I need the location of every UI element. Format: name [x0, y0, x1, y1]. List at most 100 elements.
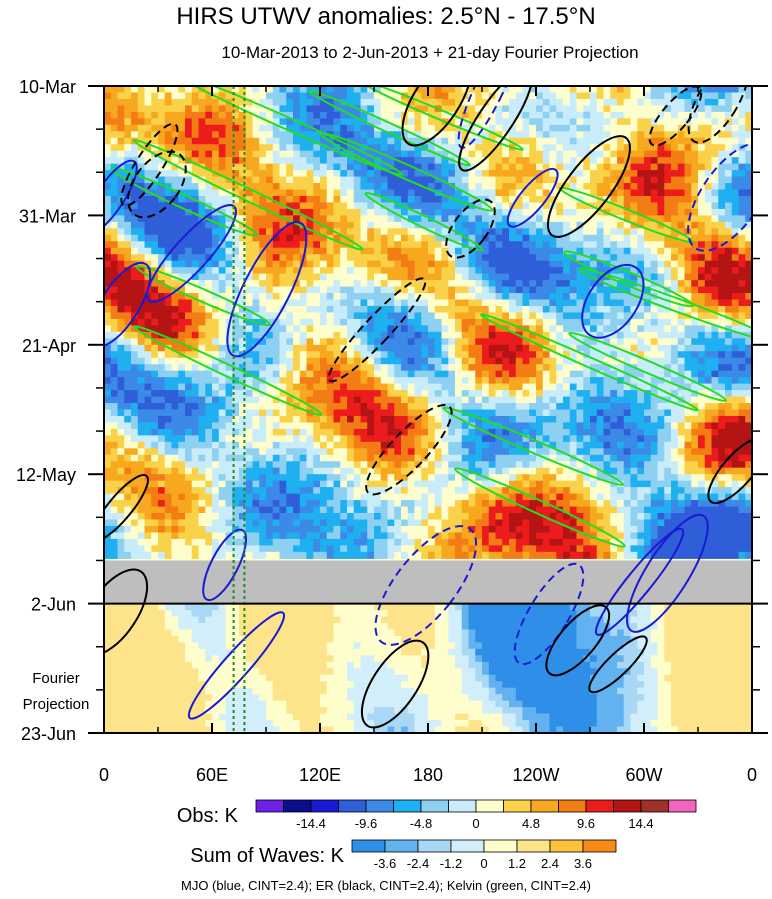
- er-contour: [120, 122, 179, 207]
- mjo-contour: [687, 142, 752, 252]
- kelvin-contour: [360, 86, 524, 151]
- waves-colorbar-tick-label: 1.2: [508, 856, 526, 871]
- obs-colorbar-swatch: [420, 799, 449, 813]
- er-contour: [445, 198, 496, 259]
- er-contour: [327, 277, 427, 383]
- kelvin-contour: [453, 467, 626, 548]
- mjo-contour: [187, 611, 286, 720]
- waves-colorbar-swatch: [384, 839, 419, 853]
- y-tick-label: 31-Mar: [19, 206, 76, 226]
- waves-colorbar-swatch: [351, 839, 386, 853]
- kelvin-contour: [479, 313, 699, 412]
- obs-colorbar-swatch: [613, 799, 642, 813]
- obs-colorbar-tick-label: 0: [472, 816, 479, 831]
- x-tick-label: 60W: [625, 765, 662, 785]
- er-contour: [546, 135, 631, 238]
- chart-subtitle: 10-Mar-2013 to 2-Jun-2013 + 21-day Fouri…: [221, 43, 638, 62]
- mjo-contour: [226, 221, 308, 358]
- obs-colorbar-swatch: [668, 799, 697, 813]
- y-tick-label: 21-Apr: [22, 336, 76, 356]
- kelvin-contour: [563, 250, 694, 308]
- waves-colorbar-swatch: [516, 839, 551, 853]
- waves-colorbar-swatch: [483, 839, 518, 853]
- y-tick-label: 2-Jun: [31, 595, 76, 615]
- kelvin-contour: [364, 191, 484, 252]
- obs-colorbar-swatch: [365, 799, 394, 813]
- obs-colorbar-swatch: [558, 799, 587, 813]
- kelvin-contour: [133, 325, 323, 416]
- waves-colorbar-label: Sum of Waves: K: [190, 845, 344, 867]
- obs-colorbar-tick-label: 4.8: [522, 816, 540, 831]
- x-tick-label: 60E: [196, 765, 228, 785]
- obs-colorbar-tick-label: 9.6: [577, 816, 595, 831]
- obs-colorbar-swatch: [640, 799, 669, 813]
- kelvin-contour: [135, 265, 271, 327]
- waves-colorbar-tick-label: -3.6: [374, 856, 396, 871]
- obs-colorbar-swatch: [283, 799, 312, 813]
- mjo-contour: [626, 513, 709, 633]
- obs-colorbar-tick-label: -14.4: [296, 816, 326, 831]
- er-contour: [104, 568, 149, 657]
- er-contour: [401, 86, 472, 147]
- kelvin-contour: [133, 139, 364, 251]
- waves-colorbar-swatch: [450, 839, 485, 853]
- x-tick-label: 120E: [299, 765, 341, 785]
- kelvin-contour: [578, 267, 752, 343]
- waves-colorbar-swatch: [549, 839, 584, 853]
- x-tick-label: 0: [99, 765, 109, 785]
- er-contour: [545, 604, 611, 677]
- er-contour: [588, 635, 648, 694]
- obs-colorbar-swatch: [475, 799, 504, 813]
- plot-axes: 0 60E 120E 180 120W 60W 0 10-Mar 31-Mar 21-Apr 12-…: [16, 77, 768, 785]
- kelvin-contour: [308, 89, 471, 167]
- colorbars: -14.4 -9.6 -4.8 0 4.8 9.6 14.4 Obs: K -3.6 -2.4 -1…: [177, 799, 697, 871]
- waves-colorbar-tick-label: -1.2: [440, 856, 462, 871]
- obs-colorbar-swatch: [585, 799, 614, 813]
- x-tick-label: 180: [413, 765, 443, 785]
- obs-colorbar-swatch: [310, 799, 339, 813]
- kelvin-contour: [442, 406, 625, 487]
- waves-colorbar-tick-label: 3.6: [574, 856, 592, 871]
- waves-colorbar-swatch: [582, 839, 617, 853]
- mjo-contour: [594, 527, 685, 636]
- mjo-contour: [506, 167, 559, 228]
- projection-label: Fourier: [32, 670, 80, 687]
- obs-colorbar-swatch: [448, 799, 477, 813]
- y-tick-label: 23-Jun: [21, 724, 76, 744]
- mjo-contour: [513, 562, 585, 666]
- kelvin-contour: [319, 132, 494, 212]
- waves-colorbar-tick-label: 2.4: [541, 856, 559, 871]
- y-tick-label: 12-May: [16, 465, 76, 485]
- mjo-contour: [104, 159, 138, 236]
- obs-colorbar-tick-label: 14.4: [628, 816, 653, 831]
- er-contour: [687, 86, 750, 144]
- er-contour: [127, 150, 187, 219]
- y-tick-label: 10-Mar: [19, 77, 76, 97]
- waves-colorbar-swatch: [417, 839, 452, 853]
- obs-colorbar-swatch: [503, 799, 532, 813]
- wave-contours: [104, 86, 752, 733]
- obs-colorbar-label: Obs: K: [177, 805, 239, 827]
- er-contour: [707, 436, 752, 505]
- er-contour: [104, 473, 149, 542]
- waves-colorbar-tick-label: 0: [480, 856, 487, 871]
- obs-colorbar-swatch: [393, 799, 422, 813]
- projection-label: Projection: [23, 696, 90, 713]
- er-contour: [458, 86, 534, 172]
- kelvin-contour: [568, 331, 728, 402]
- kelvin-contour: [558, 186, 694, 244]
- obs-colorbar-swatch: [255, 799, 284, 813]
- waves-colorbar-tick-label: -2.4: [407, 856, 429, 871]
- obs-colorbar-tick-label: -4.8: [410, 816, 432, 831]
- obs-colorbar-swatch: [338, 799, 367, 813]
- mjo-contour: [202, 528, 248, 602]
- mjo-contour: [581, 263, 645, 339]
- obs-colorbar-tick-label: -9.6: [355, 816, 377, 831]
- obs-colorbar-swatch: [530, 799, 559, 813]
- x-tick-label: 120W: [512, 765, 559, 785]
- kelvin-contour: [110, 167, 259, 237]
- er-contour: [365, 404, 453, 496]
- chart-title: HIRS UTWV anomalies: 2.5°N - 17.5°N: [176, 3, 595, 30]
- er-contour: [360, 639, 430, 729]
